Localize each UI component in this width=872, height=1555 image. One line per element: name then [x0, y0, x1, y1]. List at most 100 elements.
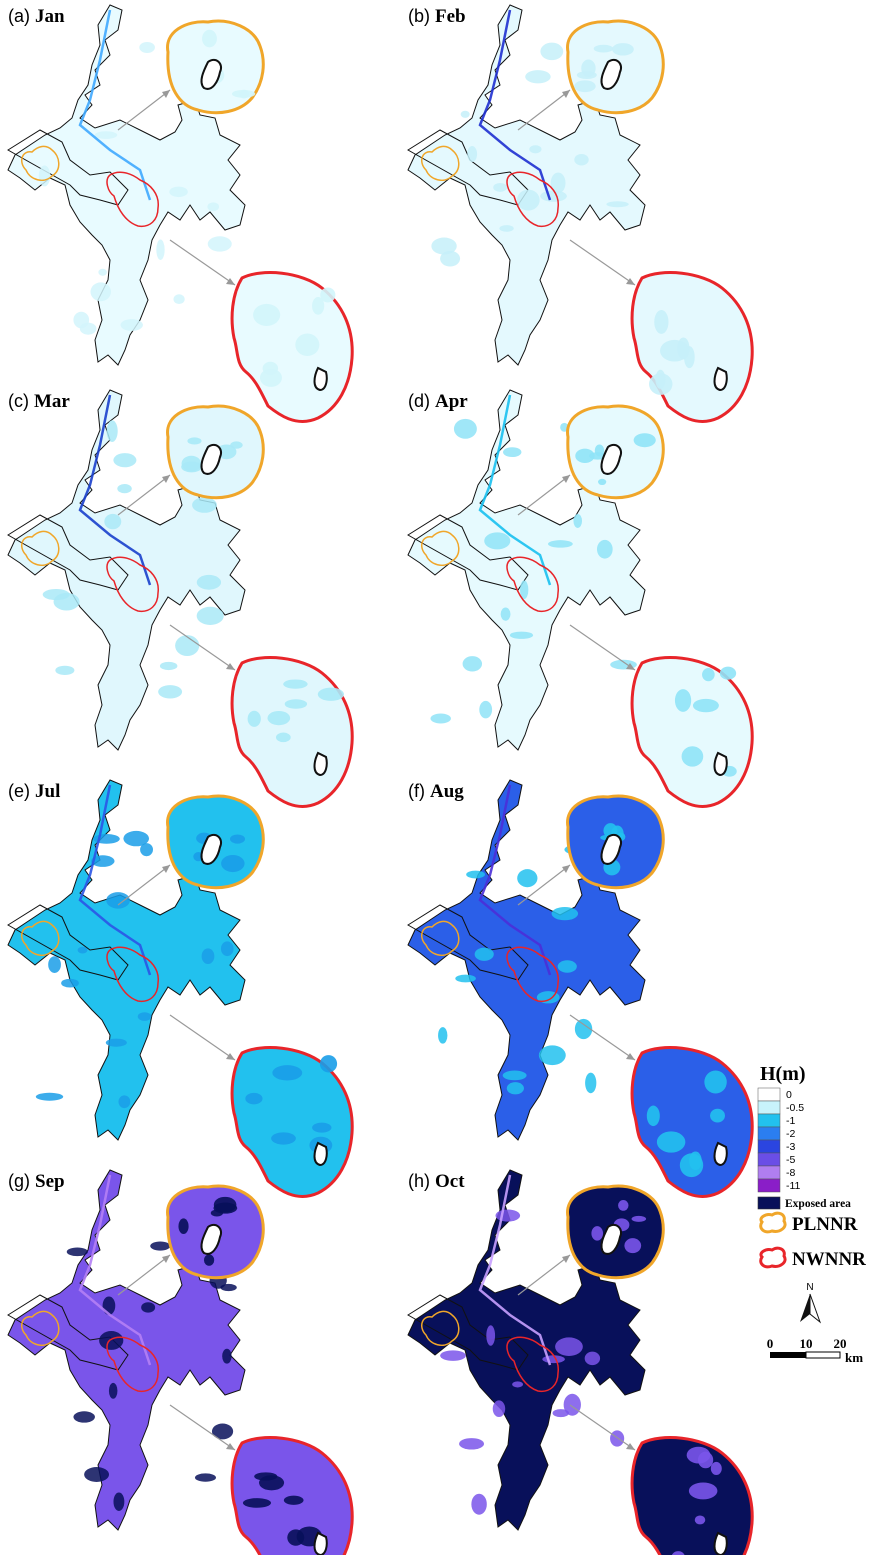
- zoom-connector: [169, 239, 236, 286]
- map-panel-feb: (b) Feb: [407, 4, 754, 423]
- island-outline: [313, 1141, 328, 1167]
- panel-letter: (f): [408, 781, 430, 801]
- depth-legend: H(m) 0-0.5-1-2-3-5-8-11 Exposed area: [757, 1063, 851, 1210]
- plnnr-boundary: [421, 530, 460, 566]
- depth-patch: [516, 189, 540, 211]
- depth-patch: [105, 1038, 127, 1047]
- depth-patch: [438, 1027, 448, 1044]
- panel-label: (c) Mar: [8, 391, 70, 412]
- depth-patch: [550, 172, 566, 194]
- island-outline: [313, 1531, 328, 1555]
- island-outline: [713, 1141, 728, 1167]
- depth-patch: [573, 514, 583, 528]
- depth-patch: [77, 946, 88, 954]
- reserve-legend: PLNNR NWNNR: [759, 1211, 866, 1270]
- plnnr-boundary: [21, 1310, 60, 1346]
- panel-month: Oct: [435, 1171, 465, 1192]
- island-outline: [600, 1223, 622, 1255]
- depth-patch: [466, 870, 485, 879]
- depth-patch: [557, 960, 577, 973]
- island-outline: [200, 58, 222, 90]
- nwnnr-boundary: [506, 171, 559, 228]
- lake-shoreline: [407, 1294, 529, 1371]
- depth-patch: [440, 250, 461, 267]
- legend-swatch: [757, 1113, 781, 1128]
- depth-patch: [499, 225, 514, 232]
- depth-patch: [479, 700, 493, 719]
- island-outline: [200, 1223, 222, 1255]
- plnnr-boundary: [21, 920, 60, 956]
- depth-patch: [525, 70, 551, 84]
- panel-month: Apr: [435, 391, 468, 412]
- depth-patch: [113, 453, 137, 468]
- plnnr-inset: [166, 19, 265, 115]
- depth-patch: [517, 869, 538, 888]
- depth-patch: [106, 420, 118, 442]
- legend-swatch: [757, 1152, 781, 1167]
- plnnr-inset: [166, 404, 265, 500]
- legend-swatch: [757, 1178, 781, 1193]
- depth-patch: [551, 906, 579, 921]
- scale-tick-0: 0: [767, 1336, 774, 1351]
- plnnr-boundary: [21, 530, 60, 566]
- zoom-connector: [117, 89, 171, 131]
- depth-patch: [585, 1072, 597, 1094]
- depth-patch: [61, 978, 79, 988]
- scale-tick-10: 10: [800, 1336, 813, 1351]
- depth-patch: [495, 1209, 521, 1222]
- nwnnr-inset: [630, 1436, 754, 1555]
- plnnr-inset: [566, 1184, 665, 1280]
- map-panel-apr: (d) Apr: [407, 389, 754, 808]
- depth-patch: [430, 713, 451, 724]
- island-outline: [713, 1531, 728, 1555]
- panel-letter: (e): [8, 781, 35, 801]
- depth-patch: [196, 606, 224, 625]
- panel-letter: (a): [8, 6, 35, 26]
- zoom-connector: [569, 239, 636, 286]
- nwnnr-inset-area: [630, 656, 754, 808]
- map-panel-mar: (c) Mar: [7, 389, 354, 808]
- nwnnr-inset: [630, 1046, 754, 1198]
- zoom-connector: [517, 89, 571, 131]
- nwnnr-boundary: [506, 556, 559, 613]
- depth-patch: [506, 1082, 524, 1095]
- river-channel: [478, 394, 552, 586]
- zoom-connector: [117, 864, 171, 906]
- panel-label: (f) Aug: [408, 781, 464, 802]
- depth-patch: [220, 941, 234, 957]
- legend-class-label: -2: [786, 1128, 795, 1140]
- panel-label: (b) Feb: [408, 6, 466, 27]
- island-outline: [200, 833, 222, 865]
- river-channel: [78, 9, 152, 201]
- depth-patch: [540, 190, 567, 202]
- map-panels: (a) Jan (b) Feb (c) Mar (d) Apr (e) Jul (f) A…: [7, 4, 754, 1555]
- lake-shoreline: [7, 904, 129, 981]
- panel-label: (g) Sep: [8, 1171, 65, 1192]
- legend-swatch: [757, 1087, 781, 1102]
- depth-patch: [102, 1296, 116, 1315]
- panel-letter: (d): [408, 391, 435, 411]
- zoom-connector: [169, 624, 236, 671]
- depth-patch: [141, 1302, 156, 1313]
- depth-patch: [79, 322, 97, 335]
- depth-patch: [222, 1348, 232, 1364]
- north-arrow-label: N: [806, 1282, 813, 1293]
- panel-month: Jan: [35, 6, 65, 27]
- depth-patch: [104, 513, 122, 530]
- depth-patch: [139, 41, 155, 53]
- north-arrow-icon: [800, 1294, 810, 1322]
- nwnnr-inset: [230, 271, 354, 423]
- legend-title: H(m): [760, 1063, 806, 1085]
- panel-month: Mar: [34, 391, 70, 412]
- legend-swatch: [757, 1126, 781, 1141]
- nwnnr-boundary: [106, 556, 159, 613]
- map-panel-sep: (g) Sep: [7, 1169, 354, 1555]
- zoom-connector: [169, 1014, 236, 1061]
- island-outline: [600, 833, 622, 865]
- depth-patch: [137, 1012, 152, 1021]
- panel-month: Aug: [430, 781, 464, 802]
- plnnr-inset: [566, 404, 665, 500]
- panel-month: Feb: [435, 6, 466, 27]
- depth-patch: [547, 540, 573, 548]
